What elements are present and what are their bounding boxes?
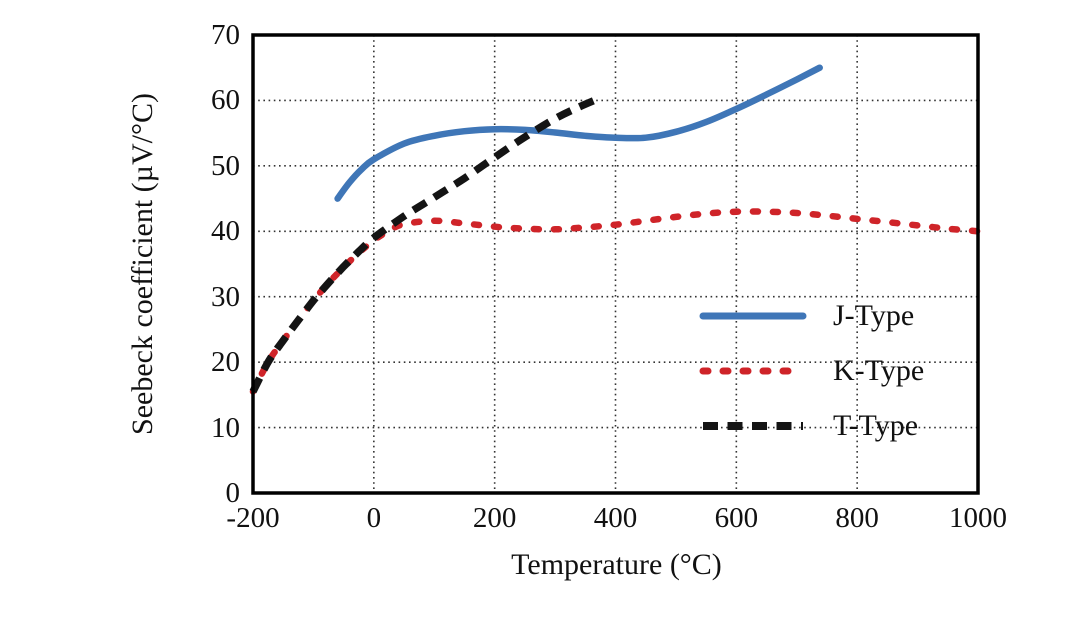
legend-dashed-line-swatch [703,421,803,430]
legend-label: T-Type [833,408,919,442]
y-tick-label: 0 [225,477,241,509]
x-tick-label: 400 [593,502,638,534]
series-curve-t-type [249,96,596,394]
x-tick-label: 0 [366,502,382,534]
x-tick-label: -200 [226,502,280,534]
y-tick-label: 70 [211,19,240,51]
series-curve-k-type [249,208,982,395]
plot-frame [251,33,980,495]
x-tick-label: 600 [714,502,759,534]
x-tick-label: 1000 [949,502,1007,534]
legend-item-k-type: K-Type [697,343,924,398]
y-tick-label: 40 [211,215,240,248]
y-tick-label: 50 [211,149,240,182]
y-tick-label: 30 [211,280,240,313]
x-tick-label: 200 [472,502,517,534]
x-tick-label: 800 [835,502,879,534]
y-tick-label: 60 [211,84,240,117]
series-curve-j-type [334,64,823,202]
legend-item-j-type: J-Type [697,288,924,343]
y-axis-title: Seebeck coefficient (µV/°C) [126,93,159,435]
legend-label: J-Type [833,298,915,332]
y-tick-label: 20 [211,346,240,379]
x-axis-title: Temperature (°C) [511,548,722,581]
legend: J-Type K-Type T-Type [697,288,924,453]
legend-dotted-line-swatch [699,367,807,374]
legend-solid-line-swatch [699,312,807,319]
legend-label: K-Type [833,353,925,387]
y-tick-label: 10 [211,411,240,444]
legend-item-t-type: T-Type [697,398,924,453]
